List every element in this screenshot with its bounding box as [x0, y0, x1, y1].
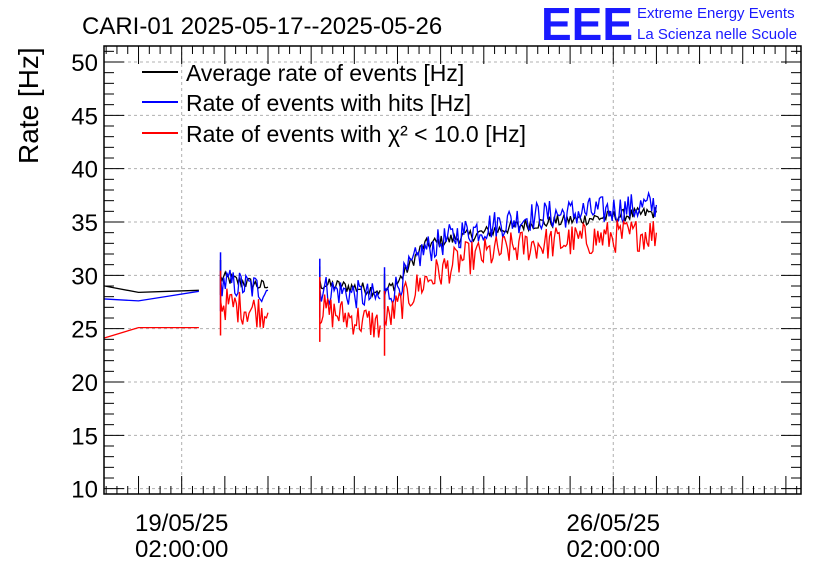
y-tick-label: 40 — [71, 157, 98, 184]
series-layer — [104, 190, 658, 356]
eee-logo-line2: La Scienza nelle Scuole — [637, 26, 797, 43]
y-tick-label: 25 — [71, 317, 98, 344]
eee-logo-line1: Extreme Energy Events — [637, 5, 795, 22]
legend: Average rate of events [Hz] Rate of event… — [142, 60, 526, 147]
series-line-segment — [383, 219, 658, 327]
y-tick-label: 35 — [71, 210, 98, 237]
y-tick-label: 50 — [71, 50, 98, 77]
series-line-segment — [219, 288, 269, 328]
y-tick-label: 10 — [71, 477, 98, 504]
series-group — [104, 219, 658, 356]
legend-label: Rate of events with χ² < 10.0 [Hz] — [186, 121, 526, 147]
series-line-segment — [319, 276, 381, 309]
plot-frame — [103, 45, 802, 495]
legend-label: Average rate of events [Hz] — [186, 60, 464, 86]
x-tick-label-date: 26/05/25 — [567, 510, 660, 537]
series-line-segment — [104, 290, 200, 302]
y-tick-label: 45 — [71, 103, 98, 130]
y-axis-title: Rate [Hz] — [13, 47, 44, 164]
series-line-segment — [219, 269, 269, 303]
series-line-segment — [319, 294, 381, 338]
tick-label-layer: 10152025303540455019/05/2502:00:0026/05/… — [71, 50, 660, 563]
frame-layer — [103, 45, 802, 495]
x-tick-label-time: 02:00:00 — [135, 536, 228, 563]
x-tick-label-time: 02:00:00 — [567, 536, 660, 563]
series-line-segment — [104, 285, 199, 294]
eee-logo-mark: EEE — [541, 0, 633, 50]
legend-label: Rate of events with hits [Hz] — [186, 90, 471, 116]
x-tick-label-date: 19/05/25 — [135, 510, 228, 537]
chart-title: CARI-01 2025-05-17--2025-05-26 — [82, 13, 442, 40]
series-line-segment — [104, 326, 199, 339]
y-tick-label: 20 — [71, 370, 98, 397]
y-tick-label: 15 — [71, 423, 98, 450]
y-tick-label: 30 — [71, 263, 98, 290]
series-line-segment — [383, 190, 658, 306]
